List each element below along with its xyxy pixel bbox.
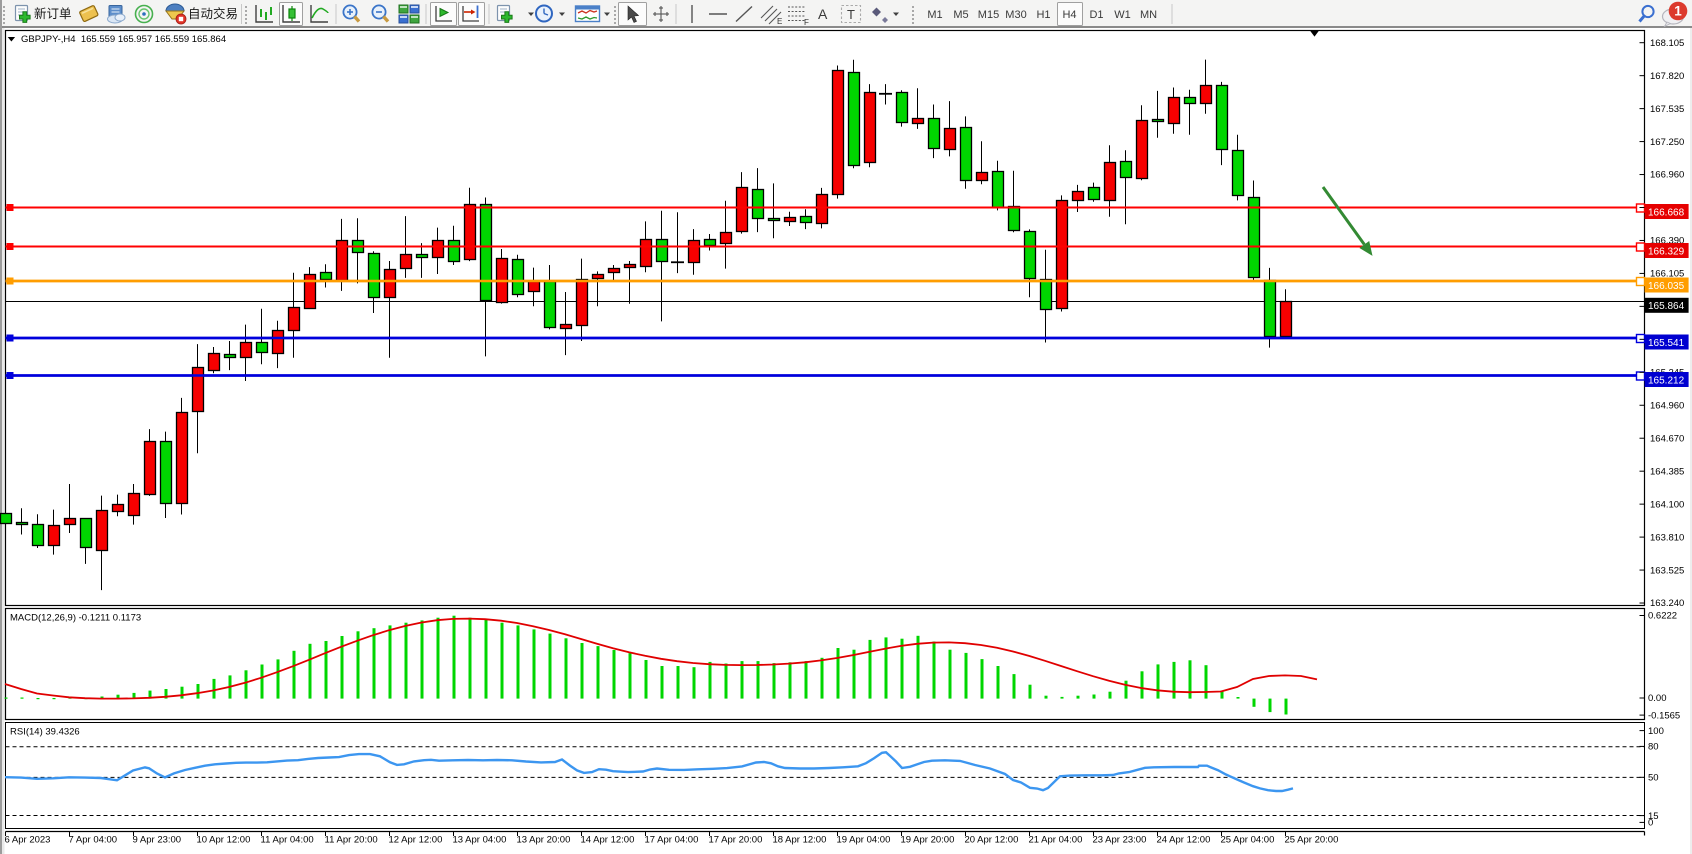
svg-text:15: 15 [1648, 811, 1659, 822]
svg-text:RSI(14) 39.4326: RSI(14) 39.4326 [10, 727, 80, 738]
svg-text:50: 50 [1648, 773, 1659, 784]
svg-text:0.6222: 0.6222 [1648, 611, 1677, 622]
svg-text:E: E [777, 17, 782, 26]
svg-text:W1: W1 [1114, 9, 1131, 21]
svg-text:M1: M1 [927, 9, 942, 21]
svg-text:165.541: 165.541 [1648, 338, 1685, 349]
svg-text:17 Apr 04:00: 17 Apr 04:00 [645, 835, 699, 846]
svg-text:12 Apr 12:00: 12 Apr 12:00 [389, 835, 443, 846]
svg-text:0: 0 [1648, 818, 1653, 829]
svg-text:163.810: 163.810 [1650, 532, 1684, 543]
svg-text:M5: M5 [953, 9, 968, 21]
svg-text:167.250: 167.250 [1650, 137, 1684, 148]
svg-text:163.240: 163.240 [1650, 598, 1684, 609]
svg-text:166.390: 166.390 [1650, 236, 1684, 247]
svg-text:M15: M15 [978, 9, 999, 21]
svg-text:163.525: 163.525 [1650, 565, 1684, 576]
svg-text:166.960: 166.960 [1650, 170, 1684, 181]
svg-text:18 Apr 12:00: 18 Apr 12:00 [773, 835, 827, 846]
svg-text:H4: H4 [1062, 9, 1076, 21]
svg-text:13 Apr 04:00: 13 Apr 04:00 [453, 835, 507, 846]
svg-text:GBPJPY-,H4 165.559 165.957 16: GBPJPY-,H4 165.559 165.957 165.559 165.8… [21, 34, 226, 45]
svg-text:80: 80 [1648, 742, 1659, 753]
svg-text:165.212: 165.212 [1648, 375, 1685, 386]
svg-text:1: 1 [1674, 4, 1682, 19]
svg-text:164.960: 164.960 [1650, 400, 1684, 411]
svg-text:A: A [818, 6, 828, 22]
svg-text:自动交易: 自动交易 [188, 6, 238, 21]
svg-text:167.820: 167.820 [1650, 71, 1684, 82]
svg-text:M30: M30 [1005, 9, 1026, 21]
svg-text:21 Apr 04:00: 21 Apr 04:00 [1029, 835, 1083, 846]
svg-text:166.668: 166.668 [1648, 207, 1685, 218]
svg-text:17 Apr 20:00: 17 Apr 20:00 [709, 835, 763, 846]
svg-text:14 Apr 12:00: 14 Apr 12:00 [581, 835, 635, 846]
svg-text:100: 100 [1648, 726, 1664, 737]
svg-text:13 Apr 20:00: 13 Apr 20:00 [517, 835, 571, 846]
svg-text:-0.1565: -0.1565 [1648, 710, 1680, 721]
svg-text:F: F [804, 18, 809, 27]
svg-text:164.670: 164.670 [1650, 433, 1684, 444]
svg-text:H1: H1 [1036, 9, 1050, 21]
svg-text:MACD(12,26,9) -0.1211 0.1173: MACD(12,26,9) -0.1211 0.1173 [10, 613, 141, 624]
svg-text:165.864: 165.864 [1648, 301, 1685, 312]
svg-text:168.105: 168.105 [1650, 38, 1684, 49]
svg-text:25 Apr 04:00: 25 Apr 04:00 [1221, 835, 1275, 846]
svg-text:24 Apr 12:00: 24 Apr 12:00 [1157, 835, 1211, 846]
svg-text:166.105: 166.105 [1650, 269, 1684, 280]
svg-text:164.100: 164.100 [1650, 499, 1684, 510]
svg-text:9 Apr 23:00: 9 Apr 23:00 [133, 835, 182, 846]
svg-text:19 Apr 04:00: 19 Apr 04:00 [837, 835, 891, 846]
svg-text:T: T [847, 7, 855, 22]
svg-text:7 Apr 04:00: 7 Apr 04:00 [69, 835, 118, 846]
svg-text:167.535: 167.535 [1650, 104, 1684, 115]
svg-text:25 Apr 20:00: 25 Apr 20:00 [1285, 835, 1339, 846]
svg-text:D1: D1 [1089, 9, 1103, 21]
svg-text:23 Apr 23:00: 23 Apr 23:00 [1093, 835, 1147, 846]
svg-text:0.00: 0.00 [1648, 693, 1667, 704]
svg-text:19 Apr 20:00: 19 Apr 20:00 [901, 835, 955, 846]
svg-text:20 Apr 12:00: 20 Apr 12:00 [965, 835, 1019, 846]
svg-text:166.035: 166.035 [1648, 281, 1685, 292]
svg-text:11 Apr 20:00: 11 Apr 20:00 [325, 835, 378, 846]
svg-text:MN: MN [1140, 9, 1157, 21]
svg-text:6 Apr 2023: 6 Apr 2023 [5, 835, 51, 846]
svg-text:166.329: 166.329 [1648, 246, 1685, 257]
svg-text:164.385: 164.385 [1650, 466, 1684, 477]
svg-text:10 Apr 12:00: 10 Apr 12:00 [197, 835, 251, 846]
svg-text:新订单: 新订单 [34, 6, 72, 21]
svg-text:11 Apr 04:00: 11 Apr 04:00 [261, 835, 314, 846]
